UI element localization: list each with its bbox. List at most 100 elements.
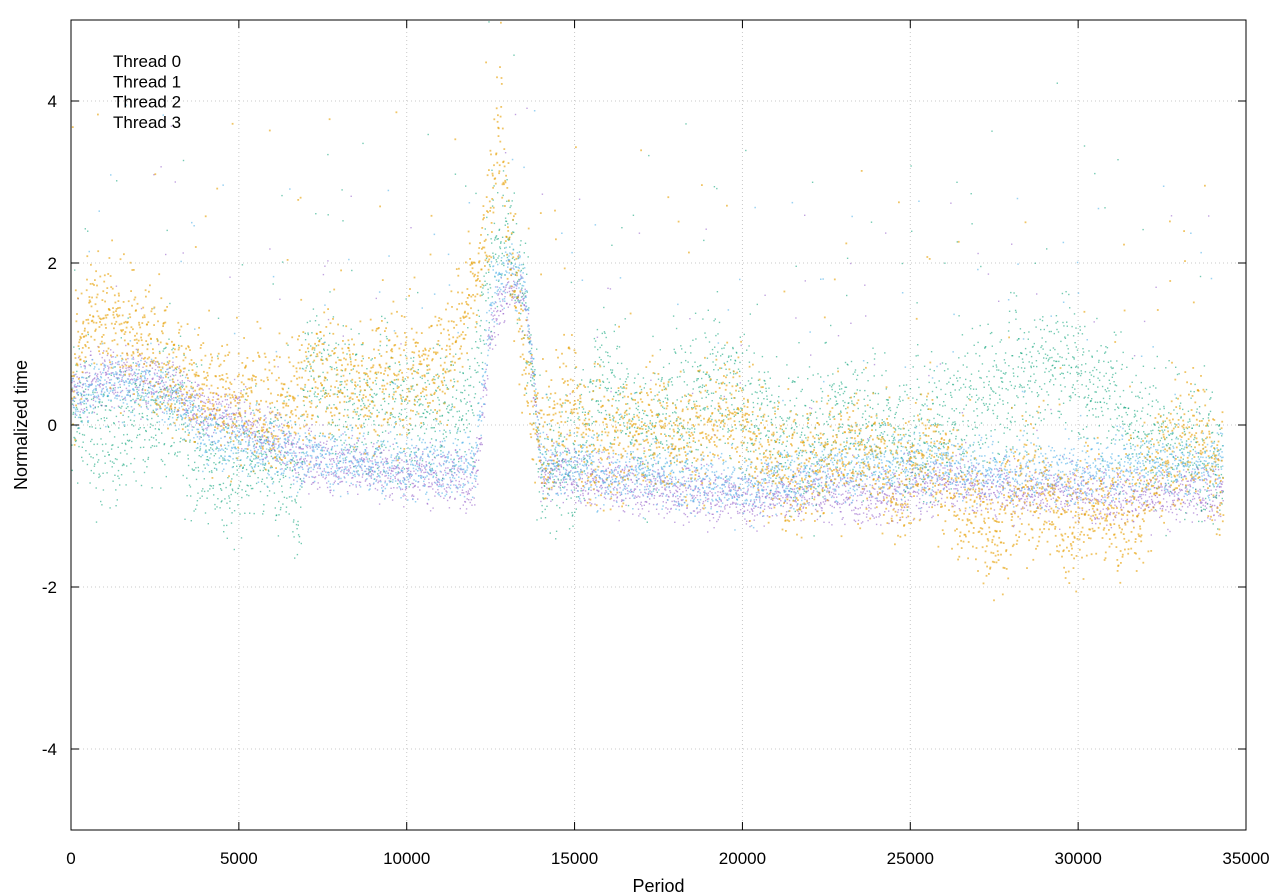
- data-point: [643, 476, 646, 478]
- data-point: [1081, 509, 1084, 511]
- data-point: [1074, 491, 1077, 493]
- data-point: [1047, 461, 1049, 464]
- data-point: [355, 353, 358, 355]
- data-point: [308, 493, 310, 495]
- data-point: [315, 213, 317, 215]
- data-point: [101, 401, 103, 403]
- data-point: [621, 468, 624, 471]
- data-point: [930, 501, 932, 503]
- data-point: [1205, 501, 1207, 503]
- data-point: [274, 519, 277, 521]
- data-point: [690, 488, 692, 490]
- data-point: [253, 430, 255, 433]
- data-point: [563, 458, 565, 460]
- data-point: [181, 393, 183, 395]
- data-point: [718, 516, 721, 518]
- data-point: [453, 484, 455, 486]
- data-point: [897, 511, 899, 513]
- data-point: [992, 502, 994, 504]
- data-point: [681, 467, 683, 469]
- data-point: [363, 426, 366, 428]
- data-point: [675, 501, 677, 503]
- data-point: [395, 466, 397, 468]
- data-point: [843, 484, 846, 486]
- data-point: [172, 364, 174, 366]
- data-point: [204, 402, 207, 405]
- data-point: [407, 468, 409, 470]
- data-point: [205, 427, 207, 430]
- data-point: [316, 405, 318, 407]
- data-point: [861, 492, 864, 494]
- data-point: [252, 432, 254, 435]
- data-point: [689, 474, 691, 476]
- data-point: [771, 515, 774, 517]
- data-point: [354, 457, 356, 459]
- data-point: [397, 416, 400, 418]
- data-point: [351, 269, 353, 272]
- data-point: [192, 469, 194, 471]
- data-point: [650, 493, 653, 495]
- data-point: [685, 489, 687, 492]
- data-point: [439, 464, 441, 466]
- data-point: [1057, 488, 1060, 491]
- data-point: [1086, 482, 1088, 484]
- data-point: [1198, 411, 1200, 414]
- data-point: [833, 492, 835, 495]
- data-point: [113, 384, 115, 386]
- data-point: [1033, 498, 1036, 501]
- data-point: [699, 511, 701, 513]
- data-point: [230, 416, 232, 418]
- data-point: [96, 413, 98, 415]
- data-point: [513, 296, 516, 298]
- data-point: [261, 445, 263, 447]
- data-point: [912, 491, 914, 493]
- data-point: [975, 488, 977, 491]
- data-point: [901, 468, 903, 471]
- data-point: [670, 507, 672, 510]
- data-point: [1214, 468, 1217, 470]
- data-point: [305, 445, 308, 448]
- data-point: [519, 301, 521, 304]
- data-point: [133, 457, 136, 460]
- data-point: [574, 456, 576, 458]
- data-point: [152, 385, 155, 387]
- data-point: [297, 461, 300, 464]
- data-point: [378, 435, 380, 437]
- data-point: [1210, 489, 1212, 491]
- data-point: [902, 509, 905, 512]
- data-point: [215, 448, 217, 450]
- data-point: [189, 439, 191, 441]
- data-point: [851, 509, 853, 512]
- data-point: [133, 471, 135, 473]
- data-point: [1185, 512, 1188, 514]
- data-point: [119, 386, 121, 388]
- data-point: [117, 469, 120, 472]
- data-point: [896, 499, 898, 501]
- data-point: [1169, 530, 1171, 533]
- data-point: [933, 501, 935, 503]
- data-point: [627, 485, 630, 487]
- data-point: [262, 436, 264, 438]
- data-point: [1109, 511, 1112, 514]
- data-point: [1067, 509, 1069, 511]
- data-point: [641, 508, 644, 510]
- data-point: [898, 486, 900, 489]
- data-point: [245, 386, 247, 388]
- data-point: [737, 494, 740, 496]
- data-point: [643, 504, 645, 506]
- data-point: [787, 485, 790, 487]
- data-point: [577, 466, 579, 468]
- data-point: [768, 507, 771, 509]
- data-point: [319, 486, 321, 489]
- data-point: [333, 471, 336, 474]
- data-point: [455, 479, 457, 482]
- data-point: [619, 474, 621, 477]
- data-point: [155, 361, 157, 363]
- data-point: [166, 387, 168, 389]
- data-point: [652, 485, 654, 487]
- data-point: [142, 446, 145, 448]
- data-point: [341, 370, 344, 372]
- data-point: [271, 478, 273, 480]
- data-point: [613, 494, 615, 496]
- data-point: [209, 400, 211, 402]
